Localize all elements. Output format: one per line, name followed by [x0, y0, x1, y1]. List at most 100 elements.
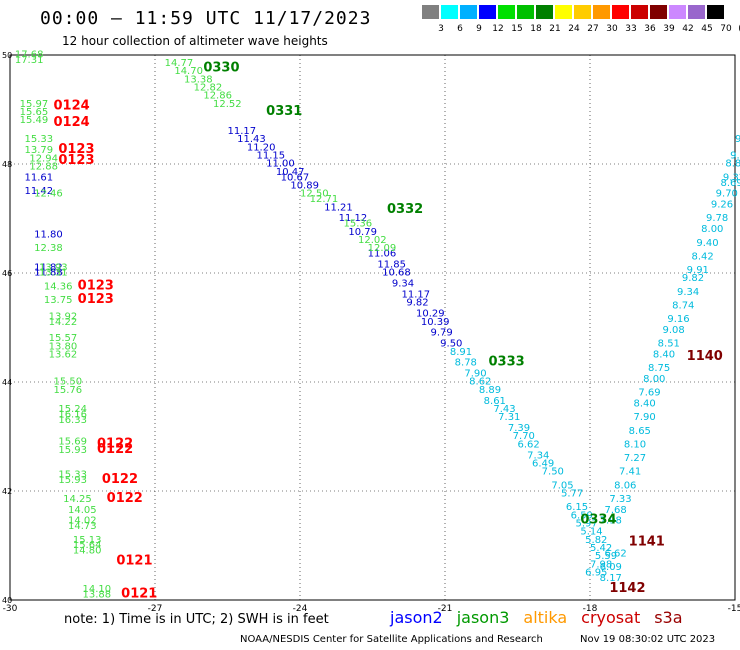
pass-time-label: 0122 [97, 436, 133, 451]
wave-height-value: 11.15 [257, 151, 286, 162]
wave-height-value: 8.75 [648, 363, 670, 374]
legend-label: 45 [701, 24, 713, 34]
wave-height-value: 10.29 [416, 309, 445, 320]
wave-height-value: 5.97 [576, 518, 598, 529]
legend-label: 3 [438, 24, 444, 34]
wave-height-value: 12.38 [34, 243, 63, 254]
wave-height-value: 14.36 [44, 281, 73, 292]
lat-tick-label: 50 [2, 51, 12, 60]
wave-height-value: 11.42 [25, 186, 54, 197]
wave-height-value: 11.21 [324, 202, 353, 213]
legend-swatch [498, 5, 515, 19]
wave-height-value: 14.70 [174, 66, 203, 77]
wave-height-value: 5.59 [595, 551, 617, 562]
wave-height-value: 14.10 [83, 584, 112, 595]
pass-time-label: 0331 [266, 104, 302, 119]
lon-tick-label: -30 [3, 604, 18, 614]
wave-height-value: 13.88 [83, 589, 112, 600]
wave-height-value: 7.33 [609, 494, 631, 505]
wave-height-value: 15.49 [20, 115, 49, 126]
wave-height-value: 11.00 [266, 159, 295, 170]
wave-height-value: 15.24 [58, 404, 87, 415]
legend-swatch [707, 5, 724, 19]
wave-height-value: 15.76 [54, 385, 83, 396]
wave-height-value: 13.75 [44, 295, 73, 306]
legend-swatch [536, 5, 553, 19]
legend-swatch [688, 5, 705, 19]
wave-height-value: 12.71 [310, 194, 339, 205]
legend-swatch [574, 5, 591, 19]
wave-height-value: 9.82 [682, 273, 704, 284]
wave-height-value: 9.91 [687, 265, 709, 276]
wave-height-value: 15.97 [20, 99, 49, 110]
legend-label: 33 [625, 24, 637, 34]
wave-height-value: 9.08 [663, 325, 685, 336]
pass-time-label: 0124 [54, 99, 90, 114]
page-subtitle: 12 hour collection of altimeter wave hei… [62, 34, 328, 48]
legend-label: 21 [549, 24, 561, 34]
wave-height-value: 9. [735, 134, 740, 145]
legend-swatch [517, 5, 534, 19]
wave-height-value: 17.68 [15, 50, 44, 61]
wave-height-value: 9.34 [677, 287, 699, 298]
wave-height-value: 9.70 [716, 189, 738, 200]
pass-time-label: 1142 [609, 581, 645, 596]
wave-height-value: 11.12 [339, 213, 368, 224]
wave-height-value: 10.89 [290, 181, 319, 192]
legend-swatch [669, 5, 686, 19]
wave-height-value: 13.92 [49, 311, 78, 322]
wave-height-value: 7.31 [498, 412, 520, 423]
wave-height-value: 8.80 [725, 159, 740, 170]
wave-height-value: 6.15 [566, 502, 588, 513]
wave-height-value: 5.42 [590, 543, 612, 554]
timestamp-text: Nov 19 08:30:02 UTC 2023 [580, 634, 716, 645]
wave-height-value: 7.68 [605, 505, 627, 516]
pass-time-label: 0122 [97, 442, 133, 457]
wave-height-value: 15.33 [25, 134, 54, 145]
wave-height-value: 16.16 [58, 409, 87, 420]
wave-height-value: 11.85 [377, 260, 406, 271]
wave-height-value: 6.95 [585, 567, 607, 578]
wave-height-value: 8.10 [624, 439, 646, 450]
wave-height-value: 13.93 [39, 262, 68, 273]
wave-height-value: 5.14 [580, 527, 602, 538]
wave-height-value: 8.06 [614, 480, 636, 491]
legend-label: 6 [457, 24, 463, 34]
pass-time-label: 0122 [107, 491, 143, 506]
wave-height-value: 12.46 [34, 189, 63, 200]
wave-height-value: 9.16 [667, 314, 689, 325]
wave-height-value: 8.91 [450, 347, 472, 358]
pass-time-label: 0121 [116, 554, 152, 569]
wave-height-value: 10.68 [382, 268, 411, 279]
legend-swatch [593, 5, 610, 19]
pass-time-label: 0123 [58, 153, 94, 168]
credit-text: NOAA/NESDIS Center for Satellite Applica… [240, 634, 543, 645]
legend-label: 18 [530, 24, 542, 34]
pass-time-label: 0124 [54, 115, 90, 130]
lat-tick-label: 44 [2, 378, 12, 387]
lon-tick-label: -27 [148, 604, 163, 614]
wave-height-value: 13.79 [25, 145, 54, 156]
pass-time-label: 0123 [58, 142, 94, 157]
pass-time-label: 0334 [580, 513, 616, 528]
wave-height-value: 15.36 [344, 219, 373, 230]
wave-height-value: 14.73 [68, 521, 97, 532]
legend-swatch [479, 5, 496, 19]
wave-height-value: 9.34 [392, 279, 414, 290]
legend-label: (ft) [735, 24, 740, 34]
legend-swatch [631, 5, 648, 19]
wave-height-value: 8.69 [721, 178, 740, 189]
wave-height-value: 7.27 [624, 453, 646, 464]
wave-height-value: 7.98 [600, 516, 622, 527]
wave-height-value: 8.62 [469, 377, 491, 388]
lon-tick-label: -21 [438, 604, 453, 614]
lon-tick-label: -18 [583, 604, 598, 614]
wave-height-value: 7.50 [542, 467, 564, 478]
wave-height-value: 14.80 [73, 546, 102, 557]
wave-height-value: 14.22 [49, 317, 78, 328]
wave-height-value: 15.57 [49, 333, 78, 344]
wave-height-value: 8.65 [629, 426, 651, 437]
wave-height-value: 16.33 [58, 415, 87, 426]
wave-height-value: 5.77 [561, 488, 583, 499]
pass-time-label: 0330 [203, 60, 239, 75]
